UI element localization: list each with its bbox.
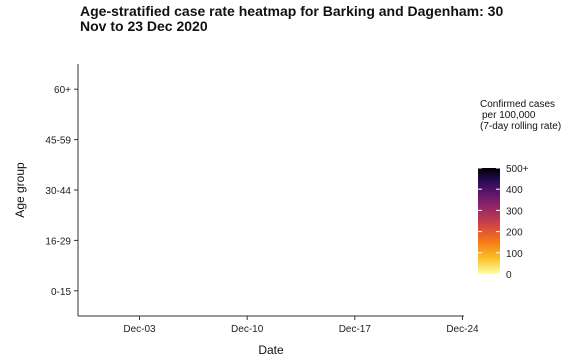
y-axis-title: Age group	[13, 162, 27, 218]
y-tick-label: 0-15	[51, 287, 71, 298]
legend-tick-label: 500+	[506, 164, 529, 175]
legend-tick-label: 200	[506, 228, 523, 239]
legend-title-line: per 100,000	[482, 110, 536, 121]
legend-tick-label: 400	[506, 185, 523, 196]
legend-title-line: (7-day rolling rate)	[480, 121, 561, 132]
x-tick-label: Dec-10	[231, 324, 264, 335]
y-tick-label: 16-29	[45, 236, 71, 247]
x-tick-label: Dec-24	[446, 324, 479, 335]
x-tick-label: Dec-17	[339, 324, 372, 335]
y-tick-label: 60+	[54, 85, 71, 96]
legend-title-line: Confirmed cases	[480, 99, 555, 110]
legend-tick-label: 100	[506, 249, 523, 260]
y-tick-label: 45-59	[45, 136, 71, 147]
y-tick-label: 30-44	[45, 186, 71, 197]
chart-title: Age-stratified case rate heatmap for Bar…	[80, 3, 504, 34]
x-tick-label: Dec-03	[123, 324, 156, 335]
legend-colorbar	[478, 168, 500, 274]
legend-tick-label: 0	[506, 270, 512, 281]
legend-tick-label: 300	[506, 206, 523, 217]
plot-panel	[78, 64, 464, 316]
axes: 60+ 45-59 30-44 16-29 0-15 Dec-03 Dec-10 Dec-17…	[13, 64, 479, 357]
x-axis-title: Date	[258, 343, 284, 357]
